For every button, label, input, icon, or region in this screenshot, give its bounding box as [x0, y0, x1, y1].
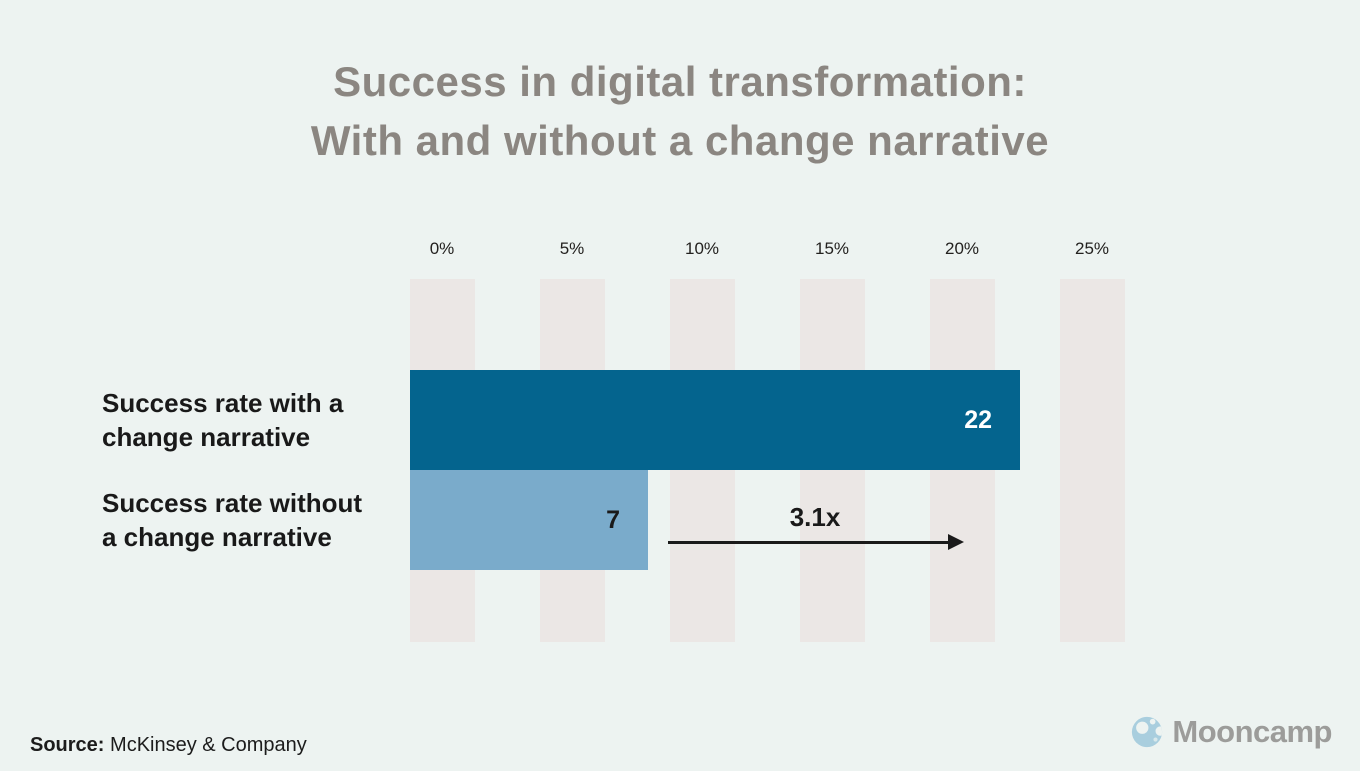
bar-value-label: 7 — [606, 505, 620, 534]
category-label-without-narrative: Success rate without a change narrative — [102, 488, 363, 552]
x-tick-label: 20% — [944, 239, 980, 258]
x-tick-label: 0% — [429, 239, 455, 258]
moon-icon — [1130, 715, 1164, 749]
x-tick-label: 5% — [559, 239, 585, 258]
bar-without-narrative: 7 — [410, 470, 648, 570]
chart-title: Success in digital transformation: With … — [0, 52, 1360, 170]
chart-title-line2: With and without a change narrative — [310, 117, 1050, 164]
category-label-with-narrative: Success rate with a change narrative — [102, 388, 344, 452]
x-tick-label: 15% — [814, 239, 850, 258]
source-attribution: Source: McKinsey & Company — [30, 734, 307, 757]
brand-wordmark: Mooncamp — [1172, 714, 1332, 749]
source-label: Source: — [30, 734, 105, 756]
source-value: McKinsey & Company — [110, 734, 307, 756]
grid-band — [1059, 279, 1125, 642]
bar-with-narrative: 22 — [410, 370, 1020, 470]
mooncamp-logo: Mooncamp — [1130, 714, 1332, 750]
arrow-head-icon — [948, 534, 964, 550]
chart-title-line1: Success in digital transformation: — [333, 58, 1027, 105]
x-tick-label: 25% — [1074, 239, 1110, 258]
x-tick-label: 10% — [684, 239, 720, 258]
multiplier-label: 3.1x — [789, 502, 841, 532]
bar-value-label: 22 — [964, 405, 992, 434]
arrow-line — [668, 541, 950, 544]
